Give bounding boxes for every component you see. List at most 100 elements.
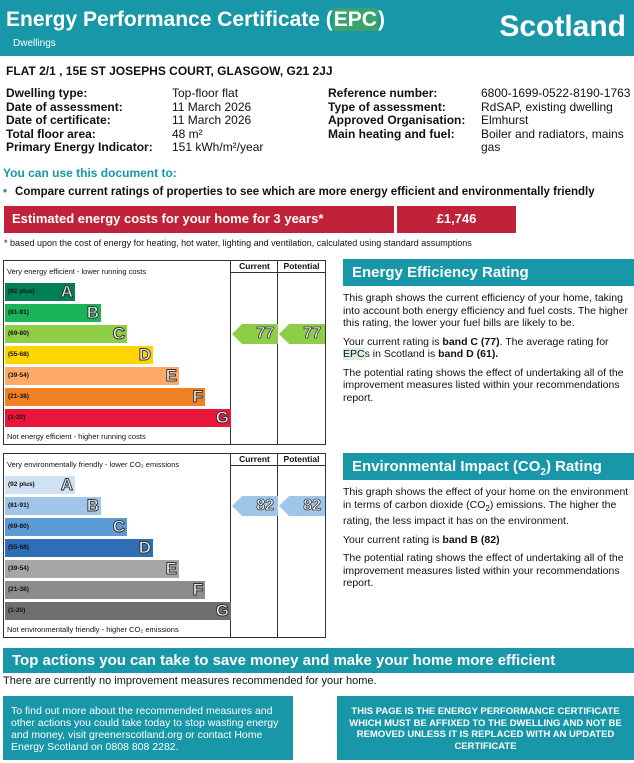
certificate-title: Energy Performance Certificate (EPC) [6,8,385,31]
detail-value: Boiler and radiators, mains [481,126,624,141]
detail-value-continued: gas [481,140,501,154]
detail-label: Total floor area: [6,126,96,141]
chart-bottom-label: Not energy efficient - higher running co… [7,432,146,441]
detail-value: Elmhurst [481,113,529,127]
band-range: (21-38) [8,393,29,400]
rating-band-a: (92 plus) A [5,475,75,494]
rating-band-b: (81-91) B [5,496,101,515]
energy-cost-bar: Estimated energy costs for your home for… [4,206,516,233]
environmental-impact-chart: Current Potential Very environmentally f… [3,453,326,638]
use-title: You can use this document to: [3,166,177,180]
band-letter: E [165,366,177,385]
rating-band-c: (69-80) C [5,324,127,343]
energy-efficiency-text: This graph shows the current efficiency … [343,292,631,410]
rating-value: 82 [256,497,275,515]
panel-paragraph: The potential rating shows the effect of… [343,366,624,404]
energy-efficiency-title: Energy Efficiency Rating [343,259,634,286]
band-range: (1-20) [8,607,26,614]
band-letter: A [60,282,73,301]
band-letter: B [86,303,99,322]
potential-column-header: Potential [283,454,320,464]
rating-band-b: (81-91) B [5,303,101,322]
detail-value: Top-floor flat [172,86,239,100]
chart-bottom-label: Not environmentally friendly - higher CO… [7,625,179,634]
detail-label: Dwelling type: [6,86,88,100]
country-label: Scotland [499,10,626,43]
energy-cost-note: * based upon the cost of energy for heat… [4,238,472,248]
header-banner: Energy Performance Certificate (EPC) Dwe… [0,0,634,56]
band-range: (39-54) [8,372,29,379]
certificate-subtitle: Dwellings [13,38,56,49]
rating-band-f: (21-38) F [5,580,205,599]
detail-value: 48 m² [172,126,203,141]
detail-label: Type of assessment: [328,99,446,114]
column-divider [230,454,231,637]
panel-paragraph: This graph shows the effect of your home… [343,486,629,528]
more-info-box: To find out more about the recommended m… [3,696,293,760]
band-letter: B [86,496,99,515]
band-letter: E [165,559,177,578]
rating-band-d: (55-68) D [5,345,153,364]
detail-value: RdSAP, existing dwelling [481,99,613,114]
rating-band-d: (55-68) D [5,538,153,557]
band-range: (55-68) [8,544,29,551]
column-divider [277,261,278,444]
band-letter: D [138,538,151,557]
chart-top-label: Very environmentally friendly - lower CO… [7,460,180,469]
panel-paragraph: The potential rating shows the effect of… [343,552,624,590]
column-divider [277,454,278,637]
details-right: Reference number: 6800-1699-0522-8190-17… [328,86,634,157]
detail-label: Primary Energy Indicator: [6,140,153,154]
detail-value: 11 March 2026 [172,113,252,127]
environmental-impact-text: This graph shows the effect of your home… [343,486,631,596]
potential-rating-arrow: 77 [279,324,325,344]
epc-highlight: EPC [332,8,378,31]
rating-band-f: (21-38) F [5,387,205,406]
rating-band-a: (92 plus) A [5,282,75,301]
top-actions-title: Top actions you can take to save money a… [3,648,634,673]
energy-efficiency-chart: Current Potential Very energy efficient … [3,260,326,445]
band-letter: F [192,580,203,599]
band-range: (55-68) [8,351,29,358]
band-range: (92 plus) [8,288,35,295]
energy-cost-label: Estimated energy costs for your home for… [4,206,394,233]
column-divider [230,261,231,444]
rating-band-g: (1-20) G [5,408,231,427]
band-range: (92 plus) [8,481,35,488]
energy-cost-value: £1,746 [397,206,516,233]
current-column-header: Current [239,261,270,271]
band-range: (39-54) [8,565,29,572]
band-letter: A [60,475,73,494]
band-range: (1-20) [8,414,26,421]
potential-column-header: Potential [283,261,320,271]
column-header-line [230,272,325,273]
detail-label: Reference number: [328,86,438,100]
current-column-header: Current [239,454,270,464]
band-letter: G [215,408,229,427]
band-letter: C [112,517,125,536]
chart-top-label: Very energy efficient - lower running co… [7,267,147,276]
rating-value: 77 [303,325,322,343]
panel-paragraph: Your current rating is band C (77). The … [343,335,609,360]
top-actions-text: There are currently no improvement measu… [3,675,377,687]
current-rating-arrow: 77 [232,324,278,344]
band-letter: G [215,601,229,620]
detail-value: 11 March 2026 [172,99,252,114]
rating-band-c: (69-80) C [5,517,127,536]
rating-band-g: (1-20) G [5,601,231,620]
band-range: (69-80) [8,330,29,337]
band-range: (69-80) [8,523,29,530]
property-address: FLAT 2/1 , 15E ST JOSEPHS COURT, GLASGOW… [6,64,333,78]
band-letter: F [192,387,203,406]
panel-paragraph: This graph shows the current efficiency … [343,292,629,329]
affix-notice-box: THIS PAGE IS THE ENERGY PERFORMANCE CERT… [337,696,634,760]
band-range: (81-91) [8,309,29,316]
use-bullet: • Compare current ratings of properties t… [3,186,595,198]
detail-label: Date of certificate: [6,113,111,127]
band-letter: C [112,324,125,343]
panel-paragraph: Your current rating is band B (82) [343,533,500,546]
details-left: Dwelling type: Top-floor flat Date of as… [6,86,316,157]
environmental-impact-title: Environmental Impact (CO2) Rating [343,453,634,480]
band-letter: D [138,345,151,364]
detail-value: 6800-1699-0522-8190-1763 [481,86,631,100]
